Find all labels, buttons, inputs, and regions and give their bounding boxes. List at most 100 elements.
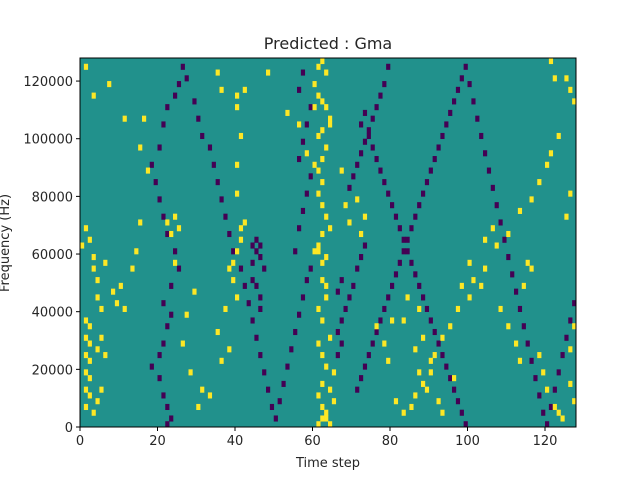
heatmap-cell-high xyxy=(87,392,92,399)
heatmap-cell-low xyxy=(200,132,205,140)
heatmap-cell-high xyxy=(91,254,96,261)
heatmap-cell-high xyxy=(192,288,197,295)
heatmap-cell-low xyxy=(467,81,472,88)
heatmap-cell-high xyxy=(114,300,120,307)
heatmap-cell-high xyxy=(440,334,445,341)
heatmap-cell-low xyxy=(355,161,360,168)
heatmap-cell-low xyxy=(413,271,418,278)
heatmap-cell-low xyxy=(362,363,368,370)
heatmap-cell-low xyxy=(157,375,162,382)
heatmap-cell-low xyxy=(370,340,375,347)
heatmap-cell-low xyxy=(242,282,247,289)
heatmap-cell-high xyxy=(83,386,89,393)
heatmap-cell-high xyxy=(235,190,240,197)
heatmap-cell-high xyxy=(529,196,534,203)
heatmap-cell-high xyxy=(87,375,92,382)
heatmap-cell-low xyxy=(533,375,538,382)
heatmap-cell-low xyxy=(514,288,519,295)
heatmap-cell-high xyxy=(196,403,201,411)
heatmap-cell-high xyxy=(242,219,247,226)
heatmap-cell-low xyxy=(297,225,302,232)
plot-frame xyxy=(79,57,577,428)
heatmap-cell-high xyxy=(545,386,550,393)
heatmap-cell-high xyxy=(459,282,464,289)
heatmap-cell-low xyxy=(262,369,267,376)
heatmap-cell-low xyxy=(335,288,340,295)
heatmap-cell-high xyxy=(111,288,116,295)
heatmap-cell-low xyxy=(490,184,495,191)
heatmap-cell-low xyxy=(223,213,228,220)
heatmap-cell-low xyxy=(308,104,313,111)
heatmap-cell-high xyxy=(165,219,170,226)
heatmap-cell-low xyxy=(409,259,414,266)
heatmap-cell-low xyxy=(355,386,360,393)
heatmap-cell-high xyxy=(242,86,247,93)
heatmap-cell-low xyxy=(339,317,344,324)
heatmap-cell-high xyxy=(83,63,89,70)
heatmap-cell-high xyxy=(320,230,325,238)
heatmap-cell-low xyxy=(153,179,158,186)
heatmap-cell-high xyxy=(568,346,573,353)
heatmap-cell-high xyxy=(359,230,364,238)
heatmap-cell-high xyxy=(320,58,325,65)
heatmap-cell-low xyxy=(382,305,387,312)
heatmap-cell-high xyxy=(545,161,550,168)
heatmap-cell-high xyxy=(99,386,104,393)
heatmap-cell-low xyxy=(568,317,573,324)
heatmap-cell-low xyxy=(169,282,174,289)
heatmap-cell-low xyxy=(560,352,565,359)
heatmap-cell-high xyxy=(541,369,546,376)
heatmap-cell-low xyxy=(471,98,476,105)
x-tick-label: 0 xyxy=(76,434,84,449)
heatmap-cell-high xyxy=(83,403,89,411)
heatmap-cell-low xyxy=(293,248,298,255)
heatmap-cell-high xyxy=(231,259,236,266)
heatmap-cell-low xyxy=(231,248,236,255)
x-axis: 0 20 40 60 80 100 120 xyxy=(76,427,558,449)
heatmap-cell-low xyxy=(459,75,464,82)
heatmap-cell-high xyxy=(564,213,569,220)
heatmap-cell-low xyxy=(370,115,375,122)
heatmap-cell-low xyxy=(250,317,255,324)
heatmap-cell-low xyxy=(440,132,445,140)
heatmap-background xyxy=(80,58,576,427)
chart-title: Predicted : Gma xyxy=(264,34,392,53)
y-tick-label: 0 xyxy=(65,421,73,436)
heatmap-cell-low xyxy=(390,282,395,289)
heatmap-cell-high xyxy=(401,409,406,416)
heatmap-cell-low xyxy=(339,277,344,284)
x-tick-label: 120 xyxy=(533,434,558,449)
heatmap-cell-high xyxy=(83,317,89,324)
heatmap-cell-low xyxy=(165,323,170,330)
heatmap-cell-high xyxy=(324,294,329,301)
heatmap-cell-high xyxy=(324,282,329,289)
heatmap-cell-high xyxy=(87,357,92,364)
heatmap-cell-low xyxy=(335,352,340,359)
heatmap-cell-high xyxy=(95,277,100,284)
heatmap-cell-low xyxy=(285,363,290,370)
heatmap-cell-high xyxy=(471,277,476,284)
heatmap-cell-high xyxy=(235,161,240,168)
heatmap-cell-high xyxy=(537,352,542,359)
heatmap-cell-low xyxy=(297,156,302,163)
heatmap-cell-high xyxy=(169,230,174,238)
heatmap-cell-low xyxy=(572,300,577,307)
x-tick-label: 40 xyxy=(227,434,244,449)
heatmap-cell-high xyxy=(440,409,445,416)
heatmap-cell-high xyxy=(297,121,302,128)
heatmap-cell-high xyxy=(355,196,360,203)
heatmap-cell-high xyxy=(83,225,89,232)
heatmap-cell-low xyxy=(506,254,511,261)
heatmap-cell-low xyxy=(386,190,391,197)
heatmap-cell-low xyxy=(463,421,468,428)
heatmap-cell-low xyxy=(452,98,457,105)
heatmap-cell-high xyxy=(572,398,577,405)
heatmap-cell-high xyxy=(316,248,321,255)
heatmap-cell-high xyxy=(506,230,511,238)
heatmap-cell-high xyxy=(328,334,333,341)
heatmap-cell-high xyxy=(560,415,565,422)
heatmap-cell-low xyxy=(397,225,402,232)
heatmap-cell-high xyxy=(382,340,387,347)
heatmap-cell-high xyxy=(320,403,325,411)
heatmap-cell-high xyxy=(215,328,220,336)
